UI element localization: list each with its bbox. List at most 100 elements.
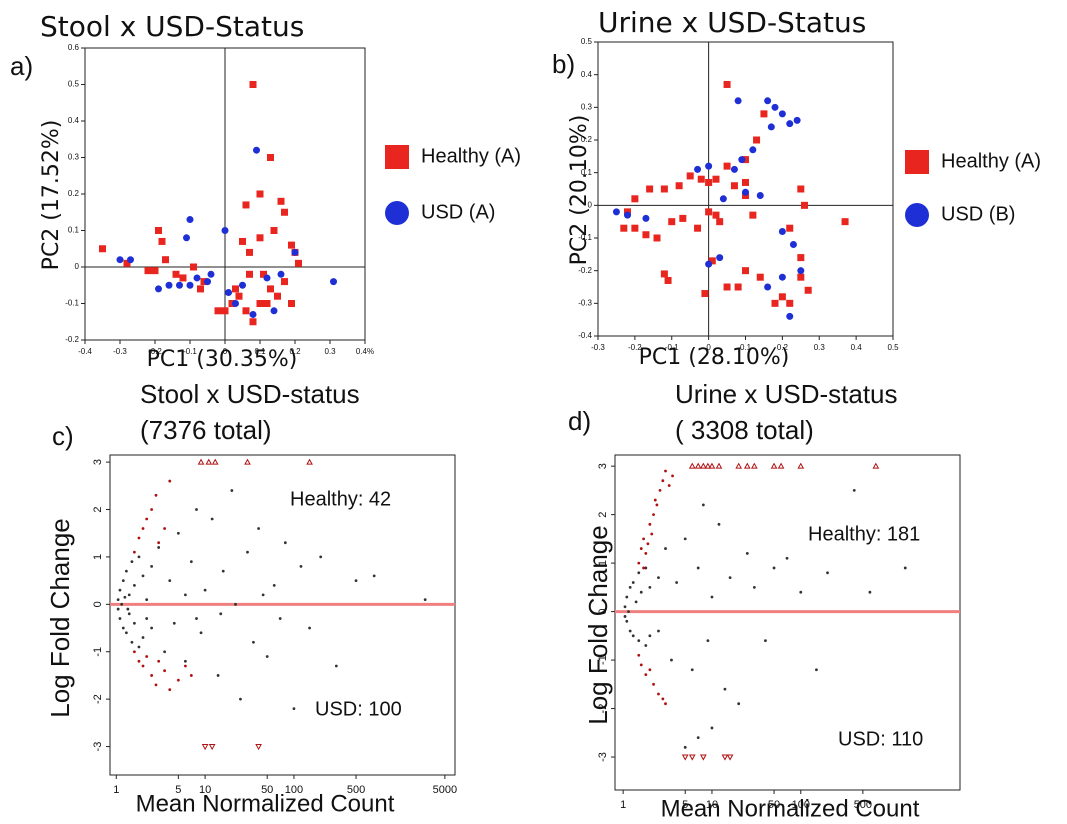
point [295,259,302,267]
x-axis-label: Mean Normalized Count [136,790,395,817]
x-tick-label: 500 [347,784,365,796]
y-tick-label: 0 [588,200,593,209]
point [778,293,786,301]
x-tick-label: -0.4 [78,347,92,356]
point [183,664,187,668]
point [664,469,667,473]
y-tick-label: 0 [92,601,104,607]
y-tick-label: 0.1 [68,226,80,235]
point [683,537,687,541]
point [705,178,713,186]
point [730,182,738,190]
point [116,607,120,611]
point [628,629,632,633]
point [628,585,632,589]
point [797,273,805,281]
chart-title: Urine x USD-status [675,379,898,409]
point [723,687,727,691]
panel-label: c) [52,421,74,451]
point [694,224,702,232]
y-tick-label: 0.3 [581,102,593,111]
point [648,522,652,526]
panel-label: a) [10,51,33,81]
x-tick-label: 0.2 [777,343,789,352]
x-tick-label: 5 [682,799,688,811]
point [708,462,716,469]
point [249,310,257,318]
point [670,658,673,662]
point [249,318,257,326]
point [270,307,278,315]
point [750,462,758,469]
y-tick-label: 2 [597,512,609,518]
point [133,583,136,587]
point [155,285,162,293]
x-tick-label: 5000 [433,784,457,796]
point [770,462,778,469]
legend-marker [385,145,409,169]
point [679,214,687,222]
point [745,552,749,555]
point [246,270,253,278]
point [133,550,136,554]
point [797,267,805,275]
point [252,640,255,644]
point [150,565,154,568]
point [183,234,190,242]
point [655,503,659,507]
point [291,248,299,256]
point [221,307,229,315]
point [637,561,641,565]
point [797,254,805,262]
point [723,162,731,170]
point [710,726,714,730]
point [760,110,768,118]
point [726,754,734,761]
point [278,617,282,620]
point [764,97,772,105]
point [130,640,134,644]
point [137,645,141,649]
x-tick-label: 0.1 [740,343,752,352]
point [154,683,158,687]
point [772,566,776,570]
x-tick-label: -0.1 [665,343,679,352]
point [244,458,251,465]
point [723,80,731,88]
point [648,634,652,638]
point [797,185,805,193]
point [657,629,660,633]
point [639,547,643,550]
point [786,299,794,307]
point [246,248,253,256]
y-tick-label: -0.2 [578,266,592,275]
point [270,227,278,234]
point [642,566,645,570]
plot-frame [614,454,961,791]
point [815,668,818,672]
point [646,542,650,546]
point [631,224,639,232]
point [697,175,705,183]
point [137,536,141,540]
point [756,273,764,281]
point [771,103,779,111]
point [190,263,197,271]
point [221,227,229,234]
point [642,231,650,239]
y-tick-label: 0 [597,609,609,615]
point [208,744,216,751]
y-tick-label: -0.1 [578,233,592,242]
point [749,211,757,219]
point [253,146,260,154]
point [176,678,180,682]
point [124,631,128,635]
point [197,285,204,293]
point [372,574,376,578]
point [696,736,700,740]
y-tick-label: 0.4 [581,70,593,79]
point [263,300,271,307]
point [712,211,720,219]
point [423,598,427,601]
point [239,697,242,701]
